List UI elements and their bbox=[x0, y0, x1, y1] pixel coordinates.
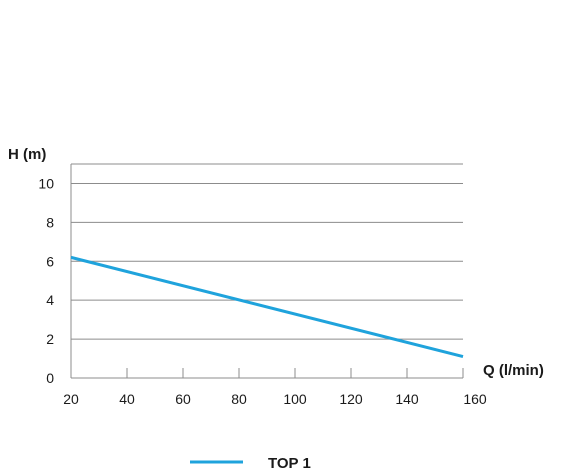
series-lines bbox=[70, 255, 464, 359]
series-line-top-1 bbox=[70, 255, 464, 359]
y-axis-title: H (m) bbox=[8, 146, 46, 163]
y-tick-label-6: 6 bbox=[46, 253, 54, 269]
x-tick-label-140: 140 bbox=[395, 391, 419, 407]
x-axis-title: Q (l/min) bbox=[483, 362, 544, 379]
x-tick-label-60: 60 bbox=[175, 391, 191, 407]
x-tick-label-120: 120 bbox=[339, 391, 363, 407]
y-tick-label-10: 10 bbox=[38, 175, 54, 191]
y-tick-label-0: 0 bbox=[46, 370, 54, 386]
grid-lines bbox=[71, 163, 463, 340]
y-tick-label-4: 4 bbox=[46, 292, 54, 308]
x-tick-label-40: 40 bbox=[119, 391, 135, 407]
legend: TOP 1 bbox=[190, 455, 311, 472]
axes bbox=[70, 164, 464, 379]
y-tick-label-2: 2 bbox=[46, 331, 54, 347]
x-tick-label-20: 20 bbox=[63, 391, 79, 407]
tick-labels: 0 2 4 6 8 10 20 40 60 80 100 120 140 160 bbox=[38, 175, 486, 407]
x-tick-label-80: 80 bbox=[231, 391, 247, 407]
y-tick-label-8: 8 bbox=[46, 214, 54, 230]
x-tick-label-100: 100 bbox=[283, 391, 307, 407]
x-tick-label-160: 160 bbox=[463, 391, 487, 407]
legend-label-top-1: TOP 1 bbox=[268, 455, 311, 472]
